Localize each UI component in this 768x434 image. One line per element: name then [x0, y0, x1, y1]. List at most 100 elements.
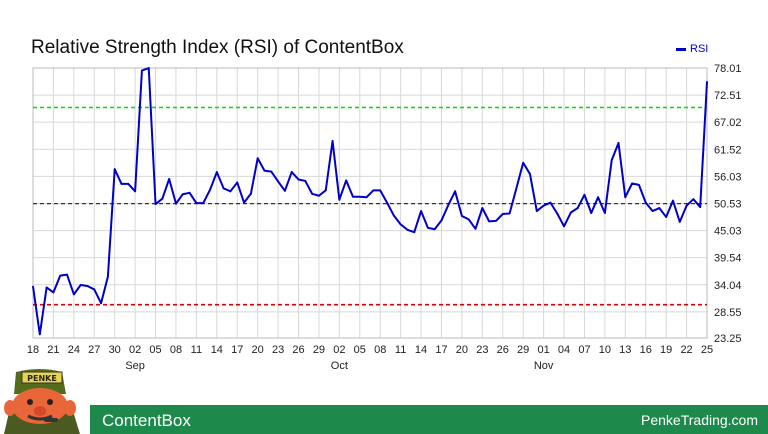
rsi-data-point	[229, 190, 232, 193]
x-tick-label: 29	[313, 344, 325, 356]
x-tick-label: 26	[497, 344, 509, 356]
x-tick-label: 23	[476, 344, 488, 356]
x-tick-label: 16	[640, 344, 652, 356]
rsi-data-point	[481, 207, 484, 209]
grid	[32, 67, 708, 339]
rsi-data-point	[610, 159, 613, 162]
x-tick-label: 04	[558, 344, 570, 356]
rsi-data-point	[304, 180, 307, 182]
y-tick-label: 45.03	[714, 226, 742, 238]
rsi-data-point	[79, 284, 82, 286]
rsi-data-point	[147, 67, 150, 69]
rsi-data-point	[277, 180, 279, 183]
rsi-data-point	[324, 189, 327, 192]
rsi-data-point	[699, 206, 702, 208]
month-label: Sep	[125, 360, 145, 372]
rsi-data-point	[263, 169, 266, 172]
rsi-data-point	[644, 201, 647, 204]
x-tick-label: 26	[292, 344, 304, 356]
x-tick-label: 27	[88, 344, 100, 356]
legend-label: RSI	[690, 43, 709, 55]
rsi-data-point	[106, 275, 109, 278]
rsi-data-point	[290, 171, 293, 173]
rsi-data-point	[501, 213, 504, 215]
y-tick-label: 72.51	[714, 90, 742, 102]
y-tick-label: 78.01	[714, 63, 742, 75]
rsi-data-point	[365, 196, 368, 199]
footer-stock-name: ContentBox	[102, 411, 191, 430]
x-tick-label: 11	[191, 344, 202, 356]
chart-title: Relative Strength Index (RSI) of Content…	[31, 37, 404, 58]
rsi-data-point	[665, 216, 668, 218]
rsi-data-point	[175, 202, 177, 205]
x-tick-label: 18	[27, 344, 39, 356]
x-tick-label: 05	[354, 344, 366, 356]
x-tick-label: 02	[333, 344, 345, 356]
rsi-data-point	[678, 220, 681, 223]
x-tick-label: 13	[619, 344, 631, 356]
x-tick-label: 25	[701, 344, 713, 356]
rsi-data-point	[488, 220, 491, 223]
rsi-series-line	[32, 67, 708, 336]
rsi-data-point	[461, 215, 463, 217]
rsi-data-point	[454, 190, 457, 193]
x-tick-label: 10	[599, 344, 611, 356]
rsi-data-point	[66, 273, 68, 276]
rsi-data-point	[181, 193, 184, 196]
rsi-data-point	[345, 179, 348, 182]
rsi-data-point	[270, 170, 273, 173]
x-tick-label: 08	[374, 344, 386, 356]
rsi-data-point	[93, 288, 96, 291]
rsi-data-point	[631, 182, 634, 185]
rsi-data-point	[161, 197, 164, 200]
rsi-data-point	[522, 161, 525, 164]
rsi-data-point	[406, 228, 409, 231]
x-tick-label: 21	[47, 344, 59, 356]
rsi-data-point	[256, 157, 259, 160]
rsi-data-point	[474, 227, 477, 230]
rsi-data-point	[576, 207, 579, 209]
x-tick-label: 24	[68, 344, 80, 356]
mascot-badge: PENKE	[27, 374, 57, 383]
rsi-data-point	[413, 231, 416, 234]
y-tick-label: 56.03	[714, 171, 742, 183]
y-tick-label: 61.52	[714, 144, 742, 156]
rsi-data-point	[311, 192, 314, 195]
penke-mascot-logo: PENKE	[4, 369, 80, 434]
rsi-data-point	[209, 188, 211, 191]
rsi-data-point	[188, 191, 191, 194]
rsi-data-point	[467, 218, 470, 221]
rsi-data-point	[426, 226, 429, 229]
x-tick-label: 29	[517, 344, 529, 356]
rsi-data-point	[672, 199, 674, 202]
month-label: Nov	[534, 360, 554, 372]
x-tick-label: 22	[680, 344, 692, 356]
rsi-data-point	[236, 181, 239, 184]
x-tick-label: 20	[252, 344, 264, 356]
rsi-data-point	[283, 189, 286, 192]
rsi-data-point	[617, 142, 620, 144]
rsi-data-point	[379, 189, 382, 192]
rsi-data-point	[59, 274, 62, 277]
rsi-data-point	[529, 173, 531, 175]
rsi-data-point	[590, 212, 593, 214]
rsi-data-point	[508, 212, 511, 215]
rsi-data-point	[597, 196, 599, 199]
x-tick-label: 14	[415, 344, 427, 356]
x-tick-label: 17	[231, 344, 243, 356]
x-tick-label: 08	[170, 344, 182, 356]
rsi-data-point	[358, 195, 361, 198]
rsi-data-point	[32, 285, 34, 288]
rsi-data-point	[52, 291, 55, 294]
rsi-data-point	[569, 211, 572, 214]
rsi-data-point	[624, 196, 627, 199]
rsi-data-point	[440, 219, 443, 222]
rsi-data-point	[392, 214, 395, 217]
x-tick-label: 17	[435, 344, 447, 356]
rsi-data-point	[127, 183, 130, 185]
rsi-data-point	[706, 80, 708, 83]
rsi-data-point	[399, 223, 402, 226]
month-label: Oct	[331, 360, 348, 372]
rsi-data-point	[113, 168, 116, 171]
rsi-data-point	[72, 293, 75, 296]
